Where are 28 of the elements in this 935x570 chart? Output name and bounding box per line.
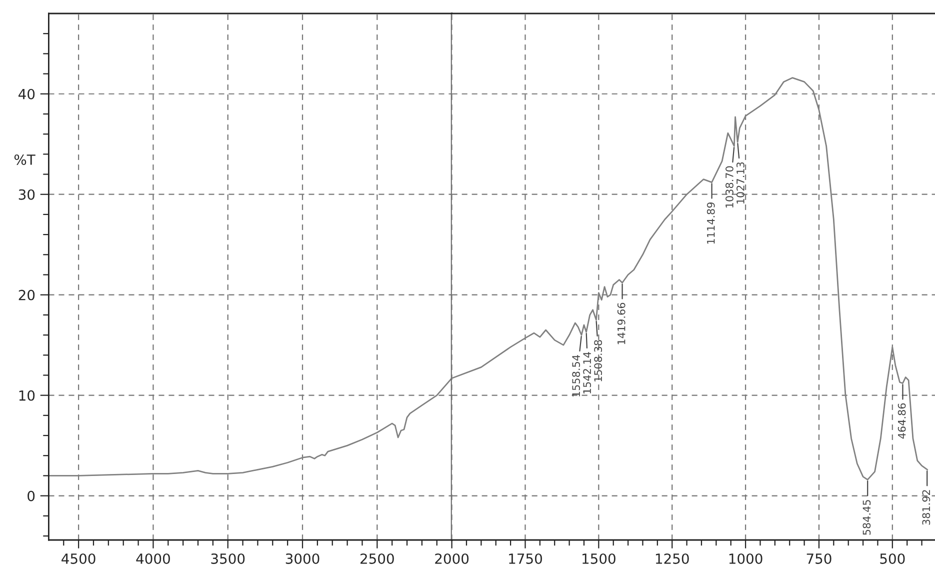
annotation: 464.86 [898, 403, 906, 439]
x-tick-label: 1750 [509, 553, 542, 564]
x-tick-label: 1500 [582, 553, 616, 564]
y-axis-title: %T [14, 154, 36, 165]
annotation: 1027.13 [736, 162, 744, 204]
x-tick-label: 2000 [435, 553, 469, 564]
annotation: 1558.54 [572, 355, 580, 396]
x-tick-label: 1000 [729, 553, 762, 564]
x-tick-label: 750 [806, 553, 832, 564]
annotation: 1114.89 [706, 202, 715, 244]
x-tick-label: 3500 [211, 553, 245, 564]
annotation: 1542.14 [583, 352, 592, 394]
annotation: 1419.66 [617, 302, 626, 344]
x-tick-label: 500 [880, 553, 905, 564]
y-tick-label: 20 [18, 290, 35, 300]
annotation: 381.92 [922, 490, 930, 525]
x-tick-label: 2500 [360, 553, 394, 564]
x-tick-label: 1250 [656, 553, 689, 564]
annotation: 1038.70 [726, 166, 734, 208]
annotation: 584.45 [862, 500, 871, 535]
annotation: 1508.38 [594, 340, 602, 382]
y-tick-label: 40 [18, 88, 35, 100]
y-tick-label: 0 [28, 490, 35, 502]
x-tick-label: 4500 [62, 553, 96, 564]
x-tick-label: 4000 [136, 553, 170, 564]
x-tick-label: 3000 [286, 553, 320, 564]
y-tick-label: 30 [18, 189, 35, 200]
y-tick-label: 10 [19, 390, 35, 401]
